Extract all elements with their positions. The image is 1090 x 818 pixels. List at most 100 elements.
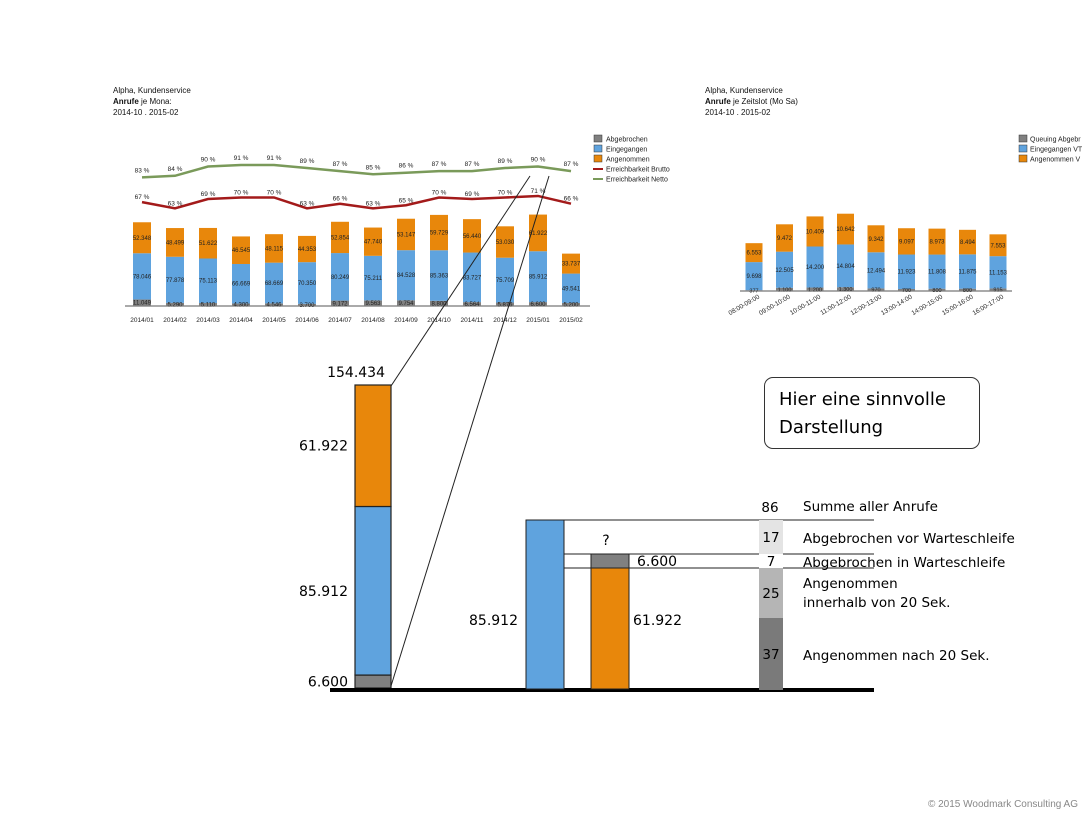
monthly-x-tick-label: 2014/07 <box>328 317 352 324</box>
timeslot-chart-header: Alpha, Kundenservice Anrufe je Zeitslot … <box>705 85 798 118</box>
monthly-label-abgebrochen: 6.564 <box>464 302 480 308</box>
timeslot-label-angenommen: 9.342 <box>868 237 884 243</box>
monthly-bar-abgebrochen <box>331 300 349 306</box>
monthly-bar-angenommen <box>397 218 415 251</box>
monthly-bar-angenommen <box>463 219 481 253</box>
timeslot-label-angenommen: 8.973 <box>929 240 945 246</box>
timeslot-legend-swatch-eingegangen-vt <box>1018 144 1028 153</box>
monthly-label-angenommen: 51.622 <box>199 241 218 247</box>
monthly-label-netto: 84 % <box>168 166 183 173</box>
monthly-label-angenommen: 48.115 <box>265 246 284 252</box>
timeslot-label-angenommen: 7.553 <box>990 243 1006 249</box>
monthly-bar-abgebrochen <box>463 302 481 306</box>
monthly-bar-eingegangen <box>133 253 151 300</box>
strip-value-in: 7 <box>767 554 776 570</box>
timeslot-bar-queuing <box>959 288 976 291</box>
monthly-bar-eingegangen <box>463 252 481 303</box>
monthly-legend-angenommen: Angenommen <box>606 157 650 164</box>
timeslot-label-queuing: 970 <box>871 288 880 294</box>
strip-band-nach <box>759 618 783 690</box>
timeslot-bar-angenommen <box>989 234 1007 257</box>
zoom-total-label: 154.434 <box>327 365 385 381</box>
monthly-label-netto: 89 % <box>300 158 315 165</box>
monthly-header-rest: je Mona: <box>138 97 172 106</box>
monthly-bar-abgebrochen <box>562 302 580 306</box>
monthly-bar-abgebrochen <box>133 299 151 306</box>
proposal-bar-eingegangen <box>525 519 565 690</box>
zoom-segment-angenommen <box>354 384 392 508</box>
timeslot-label-angenommen: 10.642 <box>836 227 855 233</box>
timeslot-bar-angenommen <box>837 213 854 245</box>
monthly-label-eingegangen: 83.727 <box>463 275 482 281</box>
strip-value-innerhalb: 25 <box>762 586 779 602</box>
timeslot-label-eingegangen: 11.875 <box>959 270 978 276</box>
monthly-bar-abgebrochen <box>199 302 217 306</box>
proposal-bar-angenommen <box>590 567 630 690</box>
monthly-bar-abgebrochen <box>232 303 250 306</box>
strip-value-total: 86 <box>761 500 778 516</box>
zoom-stacked-column <box>354 384 392 689</box>
monthly-label-netto: 87 % <box>333 161 348 168</box>
monthly-label-abgebrochen: 5.110 <box>201 302 216 308</box>
monthly-legend-eingegangen: Eingegangen <box>606 147 647 154</box>
timeslot-label-queuing: 1.200 <box>808 287 822 293</box>
timeslot-bar-queuing <box>867 288 885 291</box>
proposal-question-mark: ? <box>602 533 609 549</box>
timeslot-x-tick-label: 14:00-15:00 <box>910 293 944 317</box>
monthly-label-abgebrochen: 5.200 <box>563 302 579 308</box>
monthly-line-netto <box>141 163 572 179</box>
monthly-label-angenommen: 33.737 <box>562 262 581 268</box>
monthly-header-bold: Anrufe <box>113 97 139 106</box>
timeslot-header-line3: 2014-10 . 2015-02 <box>705 108 771 117</box>
monthly-header-line1: Alpha, Kundenservice <box>113 86 191 95</box>
strip-label-vor: Abgebrochen vor Warteschleife <box>803 531 1015 547</box>
timeslot-label-queuing: 377 <box>749 289 758 295</box>
timeslot-header-rest: je Zeitslot (Mo Sa) <box>730 97 798 106</box>
monthly-bar-angenommen <box>199 227 217 259</box>
monthly-label-brutto: 69 % <box>465 191 480 198</box>
timeslot-bar-angenommen <box>959 229 976 255</box>
monthly-bar-eingegangen <box>529 251 547 303</box>
timeslot-bar-queuing <box>837 287 854 291</box>
timeslot-label-eingegangen: 12.494 <box>867 268 886 274</box>
monthly-legend-swatch-abgebrochen <box>593 134 603 143</box>
monthly-label-brutto: 67 % <box>135 194 150 201</box>
monthly-label-eingegangen: 85.363 <box>430 274 449 280</box>
monthly-bar-angenommen <box>364 227 382 256</box>
timeslot-label-queuing: 915 <box>993 288 1002 294</box>
monthly-label-netto: 90 % <box>531 157 546 164</box>
monthly-header-line3: 2014-10 . 2015-02 <box>113 108 179 117</box>
timeslot-x-tick-label: 09:00-10:00 <box>758 293 792 317</box>
copyright-footer: © 2015 Woodmark Consulting AG <box>927 799 1078 810</box>
monthly-label-angenommen: 59.729 <box>430 231 449 237</box>
proposal-label-abgebrochen: 6.600 <box>637 554 677 570</box>
monthly-label-abgebrochen: 5.290 <box>167 302 183 308</box>
proposal-label-angenommen: 61.922 <box>633 613 682 629</box>
timeslot-bar-eingegangen <box>837 244 854 288</box>
monthly-x-tick-label: 2014/05 <box>262 317 286 324</box>
monthly-label-netto: 87 % <box>432 161 447 168</box>
monthly-label-angenommen: 46.545 <box>232 248 251 254</box>
monthly-label-angenommen: 47.740 <box>364 240 383 246</box>
callout-line1: Hier eine sinnvolle <box>779 389 946 410</box>
timeslot-x-tick-label: 11:00-12:00 <box>819 293 852 316</box>
monthly-bar-eingegangen <box>562 273 580 303</box>
monthly-bar-eingegangen <box>232 263 250 304</box>
timeslot-legend-angenommen-v: Angenommen V <box>1030 157 1081 164</box>
timeslot-bar-eingegangen <box>776 251 793 288</box>
timeslot-bar-eingegangen <box>959 254 976 289</box>
callout-line2: Darstellung <box>779 417 884 438</box>
monthly-label-netto: 87 % <box>564 161 579 168</box>
timeslot-bar-angenommen <box>776 224 793 252</box>
timeslot-label-queuing: 800 <box>963 288 972 294</box>
monthly-label-brutto: 63 % <box>366 200 381 207</box>
monthly-label-brutto: 70 % <box>267 190 282 197</box>
monthly-label-abgebrochen: 11.049 <box>133 301 152 307</box>
monthly-label-abgebrochen: 4.300 <box>233 303 249 309</box>
callout-box: Hier eine sinnvolle Darstellung <box>764 377 980 449</box>
timeslot-label-angenommen: 9.472 <box>777 236 793 242</box>
monthly-bar-eingegangen <box>166 256 184 303</box>
zoom-label-abgebrochen: 6.600 <box>308 675 348 691</box>
monthly-bar-eingegangen <box>397 250 415 301</box>
